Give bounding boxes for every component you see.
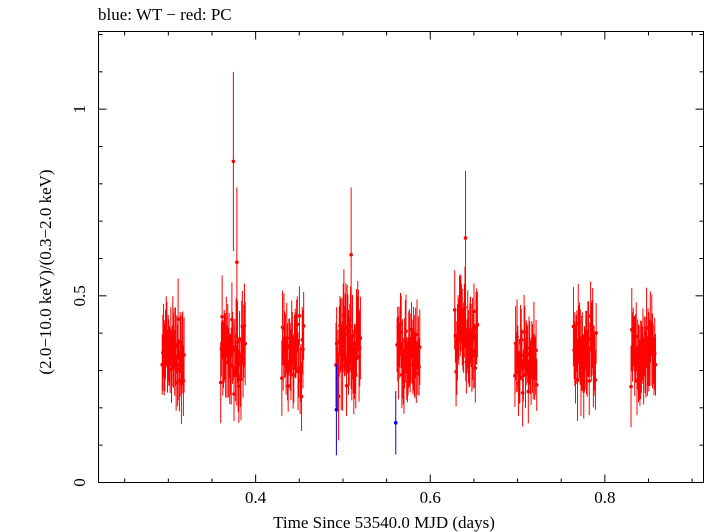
data-point (231, 159, 236, 164)
axis-ticks: 0.4 0.6 0.8 0 0.5 1 (70, 31, 704, 507)
y-tick-label: 0 (70, 478, 89, 487)
data-point (334, 407, 339, 412)
data-point (236, 374, 240, 379)
data-point (176, 317, 180, 321)
data-point (472, 309, 476, 314)
data-series (160, 71, 658, 456)
data-point (520, 353, 524, 358)
data-point (299, 394, 304, 399)
data-point (349, 252, 353, 257)
x-axis-label: Time Since 53540.0 MJD (days) (273, 513, 495, 532)
x-tick-label: 0.8 (594, 488, 615, 507)
data-point (301, 347, 305, 352)
data-point (463, 236, 468, 240)
data-point (404, 329, 408, 334)
data-point (235, 340, 240, 344)
data-point (286, 384, 290, 388)
data-point (515, 334, 519, 339)
data-point (297, 314, 302, 318)
data-point (242, 323, 247, 328)
data-point (220, 314, 224, 319)
data-point (284, 336, 289, 340)
y-tick-label: 1 (70, 105, 89, 114)
data-point (649, 322, 654, 327)
data-point (520, 391, 525, 395)
data-point (468, 328, 473, 332)
data-point (519, 338, 524, 342)
data-point (587, 379, 592, 383)
data-point (629, 384, 633, 389)
data-point (292, 366, 296, 371)
plot-frame (98, 31, 704, 483)
y-tick-label: 0.5 (70, 285, 89, 306)
data-point (408, 362, 412, 367)
data-point (593, 378, 598, 382)
data-point (417, 345, 422, 350)
data-point (235, 260, 239, 265)
data-point (218, 380, 223, 385)
data-point (230, 317, 234, 322)
data-point (473, 366, 478, 370)
data-point (291, 373, 295, 377)
data-point (463, 305, 467, 310)
data-point (182, 353, 186, 357)
data-point (525, 346, 529, 351)
data-point (417, 365, 421, 369)
data-point (280, 376, 284, 380)
data-point (243, 341, 247, 346)
data-point (358, 336, 363, 340)
data-point (526, 389, 531, 394)
data-point (518, 375, 522, 379)
data-point (344, 383, 349, 388)
data-point (534, 383, 539, 387)
data-point (353, 373, 358, 377)
data-point (644, 326, 649, 330)
data-point (336, 394, 341, 399)
y-axis-label: (2.0−10.0 keV)/(0.3−2.0 keV) (36, 169, 55, 374)
data-point (653, 362, 658, 367)
data-point (393, 420, 398, 425)
data-point (534, 348, 538, 353)
data-point (239, 377, 243, 382)
x-tick-label: 0.6 (420, 488, 441, 507)
data-point (522, 338, 527, 342)
data-point (340, 364, 345, 368)
data-point (452, 308, 457, 312)
data-point (522, 330, 526, 334)
data-point (301, 324, 306, 328)
data-point (290, 337, 295, 341)
data-point (398, 322, 403, 327)
data-point (634, 334, 639, 339)
data-point (475, 322, 480, 327)
data-point (594, 331, 598, 335)
data-point (652, 351, 657, 356)
data-point (350, 333, 355, 338)
data-point (296, 366, 301, 371)
data-point (357, 345, 362, 350)
chart-title: blue: WT − red: PC (98, 5, 232, 24)
data-point (295, 322, 300, 327)
x-tick-label: 0.4 (245, 488, 267, 507)
data-point (348, 324, 353, 328)
data-point (181, 378, 186, 383)
